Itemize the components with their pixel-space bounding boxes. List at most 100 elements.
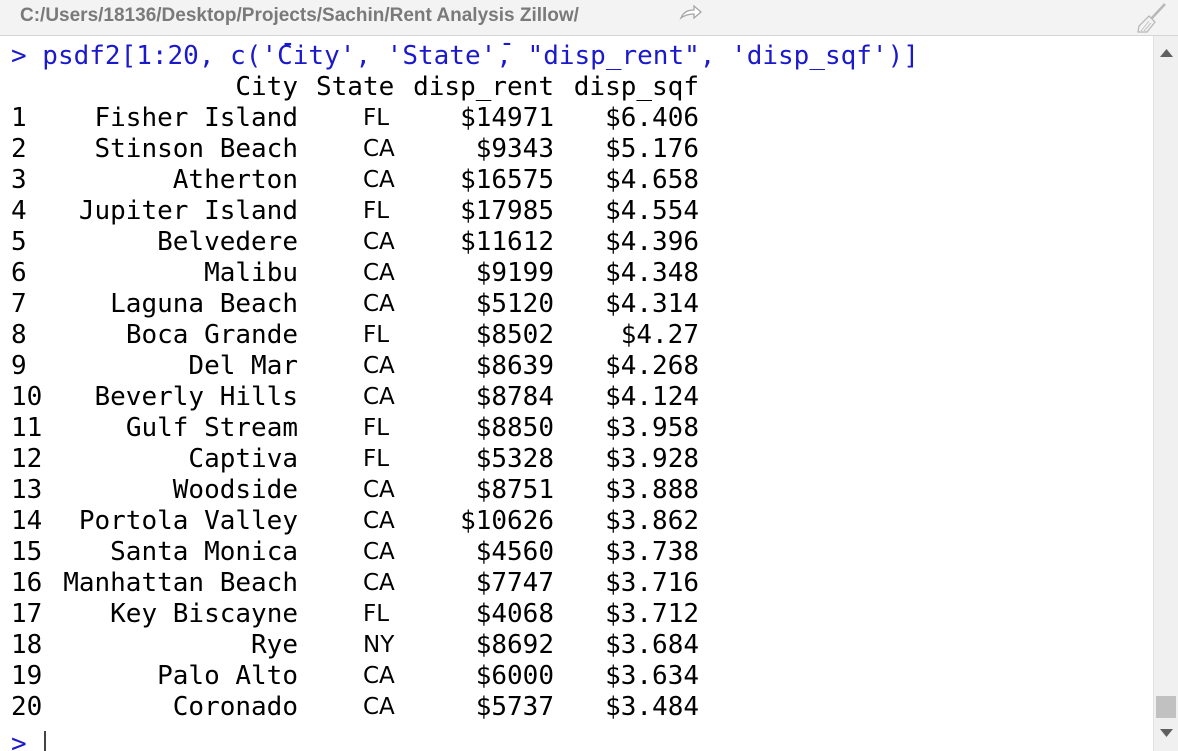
state-cell: CA xyxy=(363,508,395,534)
arrow-right-icon[interactable] xyxy=(678,1,704,25)
row-index: 13 xyxy=(11,475,43,505)
disp-sqf-cell: $4.268 xyxy=(605,351,699,381)
city-cell: Key Biscayne xyxy=(110,599,298,629)
row-index: 2 xyxy=(11,134,27,164)
city-cell: Santa Monica xyxy=(110,537,298,567)
table-row: 13 Woodside CA $8751 $3.888 xyxy=(0,475,1150,506)
scrollbar-thumb[interactable] xyxy=(1156,696,1176,718)
disp-rent-cell: $6000 xyxy=(475,661,554,691)
table-row: 18 Rye NY $8692 $3.684 xyxy=(0,630,1150,661)
disp-sqf-cell: $4.396 xyxy=(605,227,699,257)
broom-icon[interactable] xyxy=(1136,2,1168,34)
triangle-down-icon[interactable] xyxy=(1160,728,1173,738)
disp-rent-cell: $9343 xyxy=(475,134,554,164)
disp-rent-cell: $5737 xyxy=(475,692,554,722)
state-cell: CA xyxy=(363,167,395,193)
table-row: 5 Belvedere CA $11612 $4.396 xyxy=(0,227,1150,258)
disp-sqf-cell: $4.554 xyxy=(605,196,699,226)
table-row: 7 Laguna Beach CA $5120 $4.314 xyxy=(0,289,1150,320)
row-index: 14 xyxy=(11,506,43,536)
disp-rent-cell: $4068 xyxy=(475,599,554,629)
disp-rent-cell: $8850 xyxy=(475,413,554,443)
city-cell: Manhattan Beach xyxy=(63,568,298,598)
disp-sqf-cell: $3.738 xyxy=(605,537,699,567)
row-index: 10 xyxy=(11,382,43,412)
table-row: 20 Coronado CA $5737 $3.484 xyxy=(0,692,1150,723)
city-cell: Beverly Hills xyxy=(94,382,299,412)
row-index: 1 xyxy=(11,103,27,133)
state-cell: CA xyxy=(363,539,395,565)
column-header-state: State xyxy=(316,72,395,102)
city-cell: Woodside xyxy=(172,475,298,505)
row-index: 6 xyxy=(11,258,27,288)
console-header: C:/Users/18136/Desktop/Projects/Sachin/R… xyxy=(0,0,1178,36)
row-index: 15 xyxy=(11,537,43,567)
row-index: 8 xyxy=(11,320,27,350)
disp-rent-cell: $8639 xyxy=(475,351,554,381)
table-row: 14 Portola Valley CA $10626 $3.862 xyxy=(0,506,1150,537)
working-directory-path[interactable]: C:/Users/18136/Desktop/Projects/Sachin/R… xyxy=(20,5,579,26)
table-row: 15 Santa Monica CA $4560 $3.738 xyxy=(0,537,1150,568)
city-cell: Fisher Island xyxy=(94,103,299,133)
column-header-disp-sqf: disp_sqf xyxy=(573,72,699,102)
city-cell: Coronado xyxy=(172,692,298,722)
row-index: 11 xyxy=(11,413,43,443)
state-cell: CA xyxy=(363,663,395,689)
disp-sqf-cell: $3.716 xyxy=(605,568,699,598)
column-header-disp-rent: disp_rent xyxy=(413,72,554,102)
table-row: 8 Boca Grande FL $8502 $4.27 xyxy=(0,320,1150,351)
disp-rent-cell: $11612 xyxy=(460,227,554,257)
state-cell: CA xyxy=(363,570,395,596)
text-cursor[interactable] xyxy=(44,731,46,751)
disp-rent-cell: $8502 xyxy=(475,320,554,350)
table-row: 2 Stinson Beach CA $9343 $5.176 xyxy=(0,134,1150,165)
city-cell: Rye xyxy=(251,630,298,660)
city-cell: Malibu xyxy=(204,258,298,288)
console-output[interactable]: - ¯ - ¯ > psdf2[1:20, c('City', 'State',… xyxy=(0,36,1153,751)
disp-rent-cell: $16575 xyxy=(460,165,554,195)
city-cell: Jupiter Island xyxy=(78,196,298,226)
table-header: City State disp_rent disp_sqf xyxy=(0,72,1150,103)
row-index: 3 xyxy=(11,165,27,195)
disp-sqf-cell: $4.314 xyxy=(605,289,699,319)
state-cell: FL xyxy=(363,322,390,348)
disp-rent-cell: $10626 xyxy=(460,506,554,536)
scrolled-output-fragment: - ¯ - ¯ xyxy=(280,36,578,58)
state-cell: CA xyxy=(363,384,395,410)
row-index: 7 xyxy=(11,289,27,319)
disp-rent-cell: $8784 xyxy=(475,382,554,412)
city-cell: Belvedere xyxy=(157,227,298,257)
disp-sqf-cell: $4.658 xyxy=(605,165,699,195)
table-row: 11 Gulf Stream FL $8850 $3.958 xyxy=(0,413,1150,444)
disp-rent-cell: $8751 xyxy=(475,475,554,505)
table-row: 16 Manhattan Beach CA $7747 $3.716 xyxy=(0,568,1150,599)
vertical-scrollbar[interactable] xyxy=(1153,36,1178,751)
row-index: 17 xyxy=(11,599,43,629)
state-cell: CA xyxy=(363,694,395,720)
row-index: 9 xyxy=(11,351,27,381)
state-cell: CA xyxy=(363,136,395,162)
disp-sqf-cell: $3.888 xyxy=(605,475,699,505)
row-index: 12 xyxy=(11,444,43,474)
disp-rent-cell: $5328 xyxy=(475,444,554,474)
state-cell: CA xyxy=(363,260,395,286)
state-cell: CA xyxy=(363,291,395,317)
console-prompt: > xyxy=(11,729,27,751)
state-cell: FL xyxy=(363,105,390,131)
state-cell: FL xyxy=(363,198,390,224)
disp-rent-cell: $7747 xyxy=(475,568,554,598)
row-index: 18 xyxy=(11,630,43,660)
state-cell: CA xyxy=(363,353,395,379)
city-cell: Del Mar xyxy=(188,351,298,381)
disp-sqf-cell: $3.684 xyxy=(605,630,699,660)
command-line: > psdf2[1:20, c('City', 'State', "disp_r… xyxy=(11,41,919,71)
state-cell: FL xyxy=(363,415,390,441)
table-row: 1 Fisher Island FL $14971 $6.406 xyxy=(0,103,1150,134)
triangle-up-icon[interactable] xyxy=(1160,48,1173,58)
disp-rent-cell: $17985 xyxy=(460,196,554,226)
row-index: 4 xyxy=(11,196,27,226)
table-row: 10 Beverly Hills CA $8784 $4.124 xyxy=(0,382,1150,413)
state-cell: CA xyxy=(363,477,395,503)
city-cell: Portola Valley xyxy=(78,506,298,536)
disp-sqf-cell: $3.484 xyxy=(605,692,699,722)
